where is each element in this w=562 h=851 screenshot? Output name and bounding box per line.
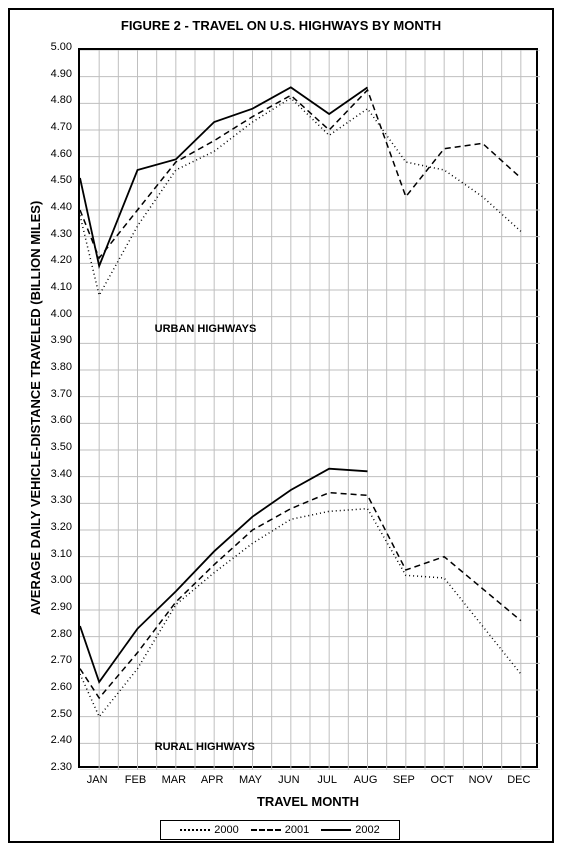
plot-svg bbox=[80, 50, 540, 770]
x-tick: MAR bbox=[158, 774, 190, 786]
y-tick: 2.40 bbox=[42, 734, 72, 746]
y-tick: 4.10 bbox=[42, 281, 72, 293]
y-tick: 3.10 bbox=[42, 548, 72, 560]
x-axis-label: TRAVEL MONTH bbox=[78, 794, 538, 809]
y-tick: 3.20 bbox=[42, 521, 72, 533]
y-tick: 3.90 bbox=[42, 334, 72, 346]
legend: 2000 2001 2002 bbox=[160, 820, 400, 840]
legend-item-2001: 2001 bbox=[251, 824, 309, 836]
legend-item-2000: 2000 bbox=[180, 824, 238, 836]
x-tick: MAY bbox=[235, 774, 267, 786]
annotation-urban: URBAN HIGHWAYS bbox=[155, 323, 257, 335]
x-tick: APR bbox=[196, 774, 228, 786]
y-tick: 5.00 bbox=[42, 41, 72, 53]
plot-area bbox=[78, 48, 538, 768]
y-tick: 3.30 bbox=[42, 494, 72, 506]
y-tick: 2.60 bbox=[42, 681, 72, 693]
legend-line-icon bbox=[251, 829, 281, 831]
chart-title: FIGURE 2 - TRAVEL ON U.S. HIGHWAYS BY MO… bbox=[8, 18, 554, 33]
y-tick: 2.80 bbox=[42, 628, 72, 640]
annotation-rural: RURAL HIGHWAYS bbox=[155, 741, 255, 753]
x-tick: DEC bbox=[503, 774, 535, 786]
legend-line-icon bbox=[180, 829, 210, 831]
y-tick: 4.30 bbox=[42, 228, 72, 240]
x-tick: AUG bbox=[350, 774, 382, 786]
y-tick: 2.30 bbox=[42, 761, 72, 773]
y-tick: 3.70 bbox=[42, 388, 72, 400]
x-tick: JAN bbox=[81, 774, 113, 786]
y-tick: 2.50 bbox=[42, 708, 72, 720]
y-tick: 4.90 bbox=[42, 68, 72, 80]
y-tick: 4.40 bbox=[42, 201, 72, 213]
y-tick: 4.50 bbox=[42, 174, 72, 186]
x-tick: OCT bbox=[426, 774, 458, 786]
y-tick: 4.70 bbox=[42, 121, 72, 133]
legend-label: 2000 bbox=[214, 824, 238, 836]
x-tick: SEP bbox=[388, 774, 420, 786]
y-tick: 2.70 bbox=[42, 654, 72, 666]
y-tick: 3.80 bbox=[42, 361, 72, 373]
y-tick: 3.60 bbox=[42, 414, 72, 426]
y-tick: 4.80 bbox=[42, 94, 72, 106]
y-tick: 4.20 bbox=[42, 254, 72, 266]
legend-label: 2002 bbox=[355, 824, 379, 836]
legend-item-2002: 2002 bbox=[321, 824, 379, 836]
y-tick: 3.00 bbox=[42, 574, 72, 586]
legend-label: 2001 bbox=[285, 824, 309, 836]
legend-line-icon bbox=[321, 829, 351, 831]
y-axis-label: AVERAGE DAILY VEHICLE-DISTANCE TRAVELED … bbox=[28, 48, 43, 768]
y-tick: 4.60 bbox=[42, 148, 72, 160]
y-tick: 2.90 bbox=[42, 601, 72, 613]
y-tick: 4.00 bbox=[42, 308, 72, 320]
x-tick: JUN bbox=[273, 774, 305, 786]
x-tick: NOV bbox=[465, 774, 497, 786]
x-tick: FEB bbox=[120, 774, 152, 786]
y-tick: 3.50 bbox=[42, 441, 72, 453]
y-tick: 3.40 bbox=[42, 468, 72, 480]
x-tick: JUL bbox=[311, 774, 343, 786]
